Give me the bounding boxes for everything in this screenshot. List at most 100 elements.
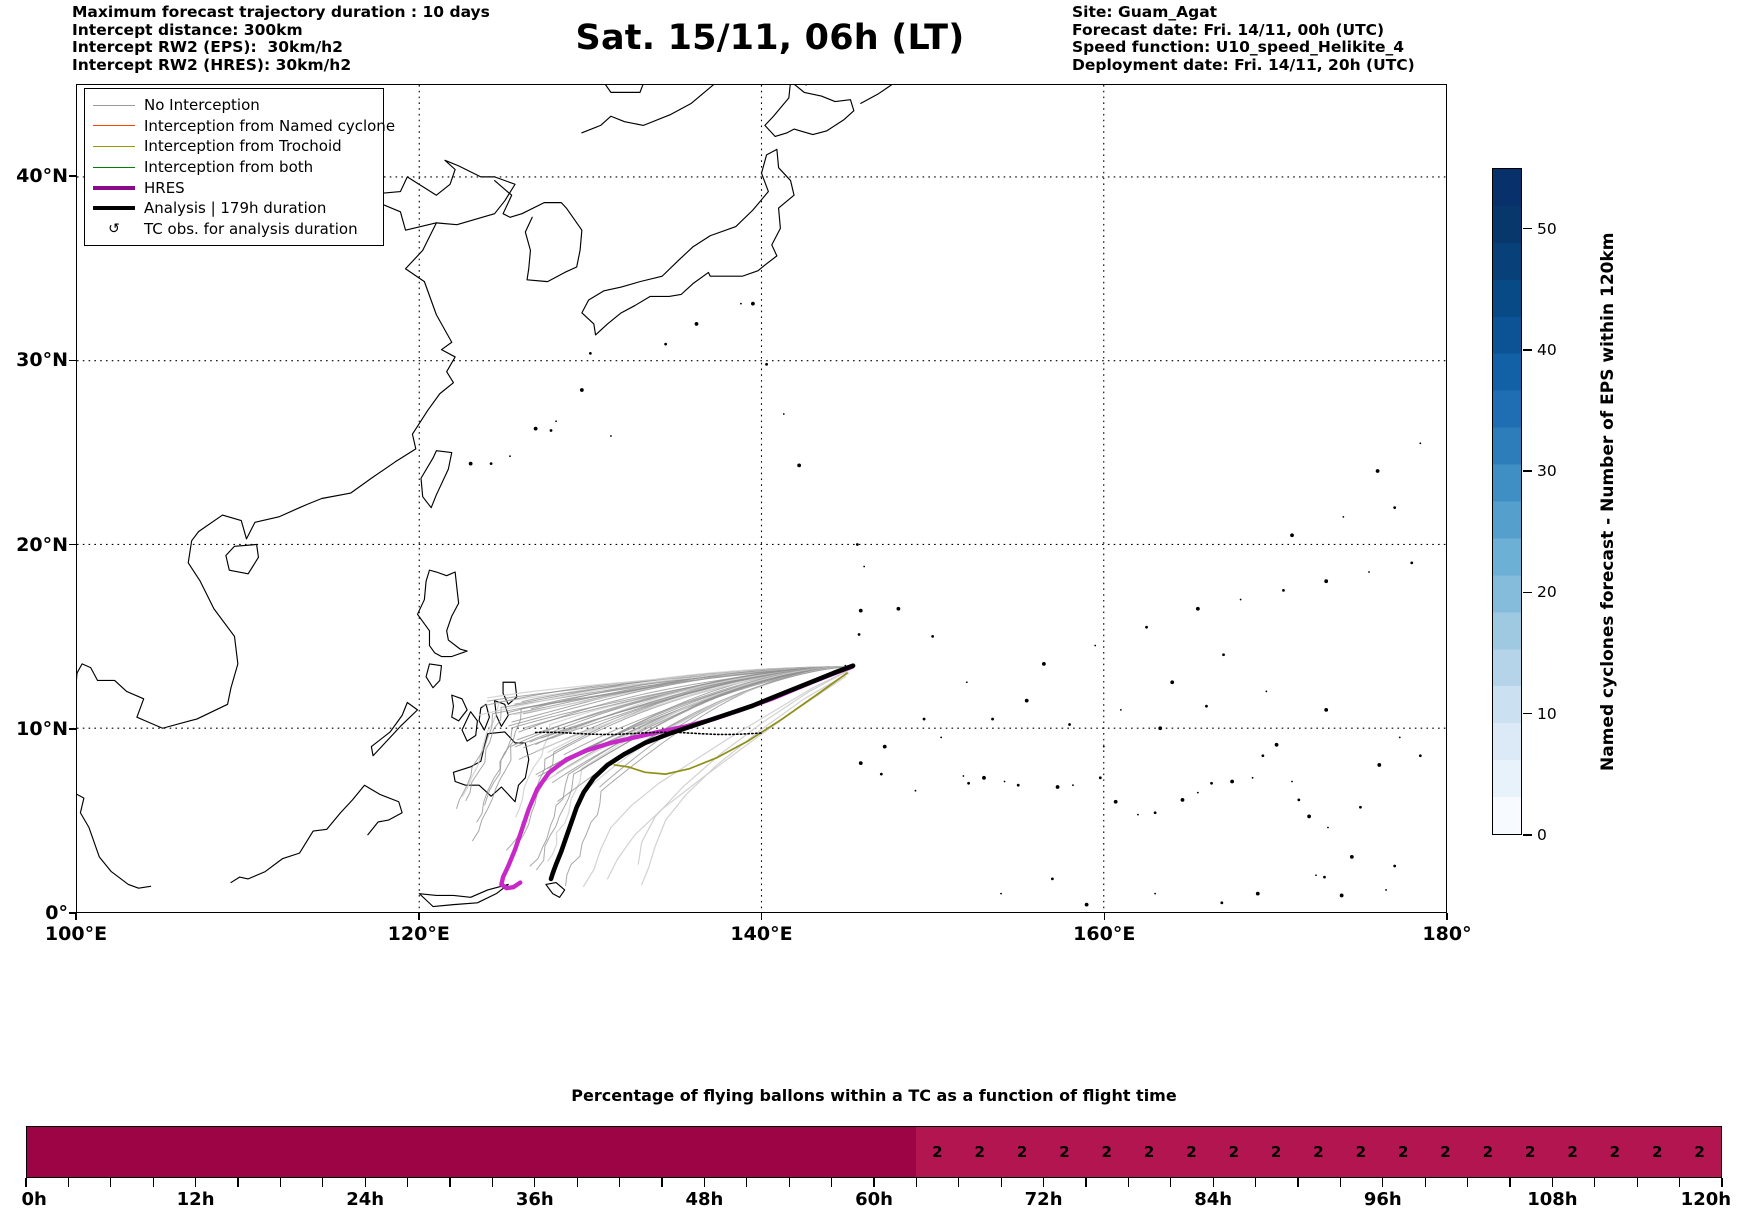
- coastline-22: [860, 85, 893, 104]
- ensemble-track-45: [544, 666, 853, 782]
- ensemble-track-44: [536, 666, 853, 871]
- timeline-cell-36h[interactable]: [535, 1127, 578, 1177]
- timeline-cell-75h[interactable]: 2: [1085, 1127, 1128, 1177]
- island-marker-86: [1375, 469, 1380, 473]
- legend-row-1[interactable]: Interception from Named cyclone: [93, 116, 395, 137]
- timeline-cell-33h[interactable]: [492, 1127, 536, 1177]
- map-gridlines: [77, 85, 1446, 912]
- timeline-cell-42h[interactable]: [619, 1127, 663, 1177]
- island-marker-25: [879, 772, 883, 776]
- coastline-19: [418, 883, 509, 908]
- timeline-cell-90h[interactable]: 2: [1297, 1127, 1340, 1177]
- coastline-20: [545, 881, 566, 898]
- timeline-cell-111h[interactable]: 2: [1593, 1127, 1637, 1177]
- island-marker-35: [751, 301, 755, 306]
- island-marker-11: [1180, 797, 1185, 802]
- island-marker-16: [1261, 754, 1265, 758]
- timeline-cell-117h[interactable]: 2: [1678, 1127, 1721, 1177]
- timeline-cell-18h[interactable]: [281, 1127, 324, 1177]
- timeline-tick-mark-33h: [491, 1178, 494, 1187]
- timeline-cell-93h[interactable]: 2: [1339, 1127, 1382, 1177]
- timeline-tick-mark-114h: [1636, 1178, 1638, 1187]
- timeline-cell-0h[interactable]: [27, 1127, 70, 1177]
- ensemble-track-31: [535, 666, 853, 745]
- timeline-cell-51h[interactable]: [746, 1127, 790, 1177]
- legend-row-5[interactable]: Analysis | 179h duration: [93, 198, 375, 219]
- island-marker-83: [1290, 533, 1294, 538]
- legend-row-2[interactable]: Interception from Trochoid: [93, 136, 375, 157]
- timeline-tick-mark-78h: [1127, 1178, 1130, 1187]
- timeline-cell-9h[interactable]: [154, 1127, 197, 1177]
- timeline-axis-label-60h: 60h: [855, 1189, 893, 1210]
- coastline-3: [494, 179, 583, 283]
- island-marker-64: [1205, 704, 1208, 708]
- timeline-cell-72h[interactable]: 2: [1043, 1127, 1086, 1177]
- lon-tick-160: 160°E: [1073, 923, 1136, 945]
- ensemble-stray-track-1: [641, 672, 850, 886]
- timeline-cell-114h[interactable]: 2: [1636, 1127, 1679, 1177]
- timeline-cell-12h[interactable]: [196, 1127, 239, 1177]
- coastline-16: [370, 701, 419, 757]
- island-marker-75: [1094, 644, 1097, 647]
- island-marker-44: [468, 461, 473, 466]
- island-marker-92: [896, 606, 901, 611]
- legend-row-0[interactable]: No Interception: [93, 95, 375, 116]
- timeline-cell-63h[interactable]: 2: [916, 1127, 959, 1177]
- timeline-cell-66h[interactable]: 2: [958, 1127, 1001, 1177]
- timeline-cell-3h[interactable]: [69, 1127, 112, 1177]
- legend-row-6[interactable]: ↺ TC obs. for analysis duration: [93, 219, 375, 240]
- colorbar-tick-label-20: 20: [1537, 583, 1557, 602]
- timeline-cell-69h[interactable]: 2: [1000, 1127, 1044, 1177]
- timeline-tick-mark-9h: [152, 1178, 154, 1187]
- timeline-axis-label-24h: 24h: [346, 1189, 385, 1210]
- timeline-cell-96h[interactable]: 2: [1382, 1127, 1425, 1177]
- island-marker-69: [965, 681, 968, 684]
- island-marker-57: [1315, 874, 1317, 877]
- trajectory-tracks: [456, 663, 856, 891]
- timeline-cell-102h[interactable]: 2: [1466, 1127, 1510, 1177]
- timeline-cell-60h[interactable]: [873, 1127, 917, 1177]
- island-marker-21: [1327, 826, 1329, 829]
- coastline-18: [230, 784, 403, 884]
- island-marker-81: [1368, 571, 1370, 573]
- timeline-tick-mark-54h: [788, 1178, 790, 1187]
- header-left-line-3: Intercept RW2 (HRES): 30km/h2: [72, 55, 352, 74]
- colorbar: [1492, 168, 1522, 835]
- timeline-tick-mark-0h: [25, 1178, 27, 1187]
- island-marker-13: [1210, 781, 1213, 785]
- timeline-cell-24h[interactable]: [365, 1127, 409, 1177]
- timeline-cell-99h[interactable]: 2: [1424, 1127, 1467, 1177]
- timeline-cell-54h[interactable]: [789, 1127, 832, 1177]
- timeline-tick-mark-24h: [364, 1178, 366, 1187]
- timeline-cell-57h[interactable]: [831, 1127, 874, 1177]
- timeline-cell-39h[interactable]: [577, 1127, 620, 1177]
- legend-row-4[interactable]: HRES: [93, 177, 375, 198]
- timeline-axis-label-84h: 84h: [1194, 1189, 1233, 1210]
- timeline-cell-45h[interactable]: [662, 1127, 705, 1177]
- map-legend[interactable]: No Interception Interception from Named c…: [84, 88, 395, 246]
- timeline-axis-label-120h: 120h: [1680, 1189, 1732, 1210]
- timeline-tick-mark-36h: [534, 1178, 536, 1187]
- timeline-cell-21h[interactable]: [323, 1127, 366, 1177]
- timeline-tick-mark-39h: [576, 1178, 578, 1187]
- island-marker-84: [1342, 515, 1345, 518]
- legend-row-3[interactable]: Interception from both: [93, 157, 375, 178]
- legend-line-swatch-1: [93, 125, 135, 127]
- coastline-10: [425, 663, 443, 689]
- timeline-cell-15h[interactable]: [238, 1127, 282, 1177]
- timeline-cell-84h[interactable]: 2: [1212, 1127, 1255, 1177]
- island-marker-2: [982, 775, 986, 780]
- timeline-cell-78h[interactable]: 2: [1127, 1127, 1171, 1177]
- timeline-cell-81h[interactable]: 2: [1170, 1127, 1213, 1177]
- timeline-cell-30h[interactable]: [450, 1127, 493, 1177]
- timeline-cell-108h[interactable]: 2: [1551, 1127, 1594, 1177]
- timeline-cell-48h[interactable]: [704, 1127, 747, 1177]
- timeline-cell-87h[interactable]: 2: [1254, 1127, 1298, 1177]
- timeline-cell-105h[interactable]: 2: [1509, 1127, 1552, 1177]
- island-marker-61: [1418, 754, 1422, 758]
- timeline-tick-mark-99h: [1424, 1178, 1426, 1187]
- timeline-cell-27h[interactable]: [408, 1127, 451, 1177]
- coastlines: [77, 85, 1422, 908]
- timeline-cell-6h[interactable]: [111, 1127, 155, 1177]
